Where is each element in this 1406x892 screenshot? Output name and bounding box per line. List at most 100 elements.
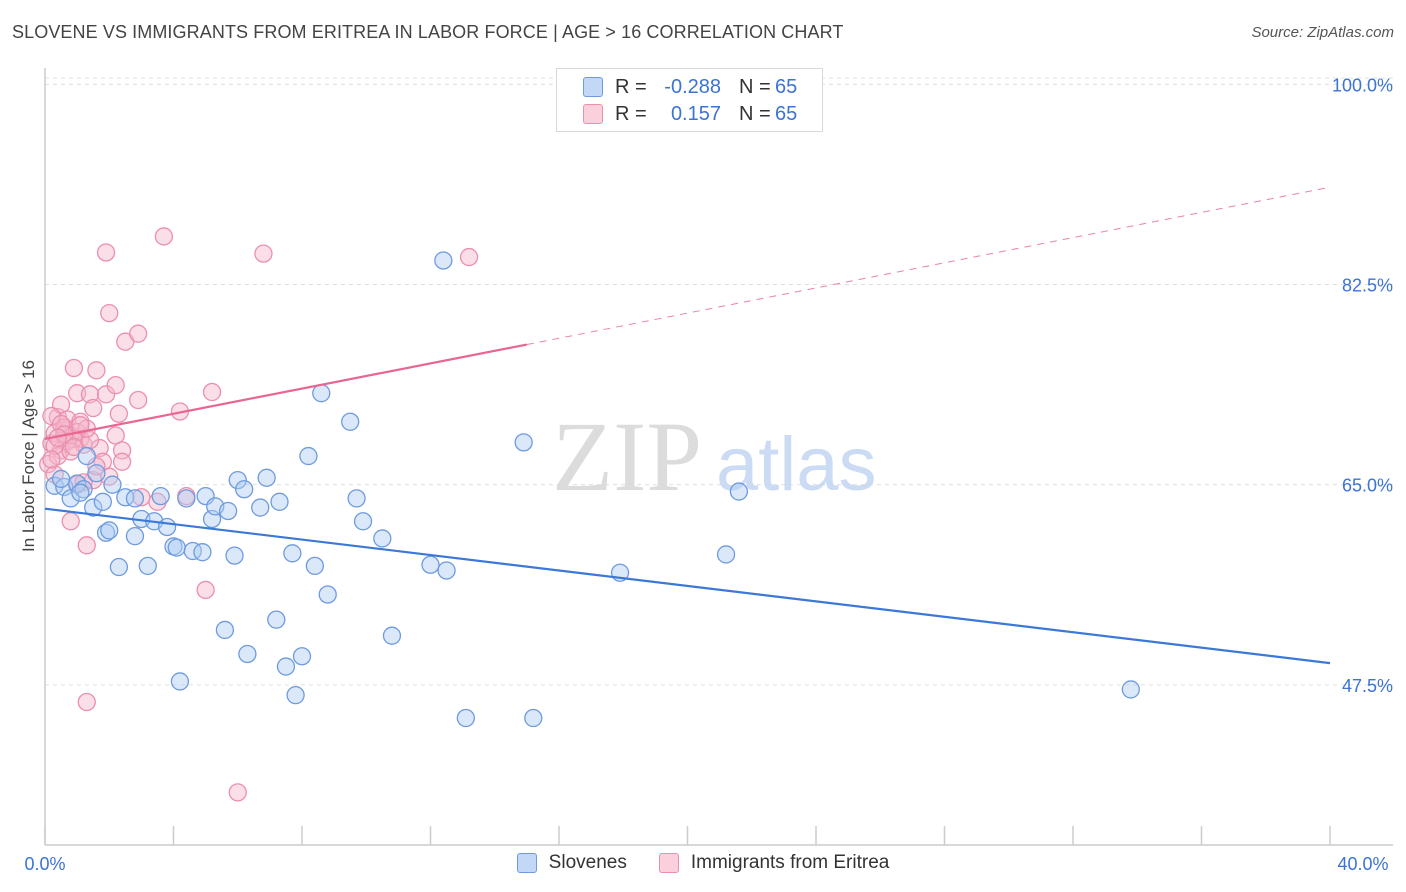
legend-swatch-blue	[516, 853, 537, 873]
series-legend: Slovenes Immigrants from Eritrea	[0, 852, 1406, 874]
slovenes-point	[276, 657, 296, 676]
slovenes-point	[421, 555, 440, 574]
slovenes-point	[125, 527, 145, 546]
correlation-legend: R = -0.288 N = 65 R = 0.157 N = 65	[556, 68, 823, 132]
trend-line-slovenes	[44, 507, 1331, 665]
legend-label-eritrea: Immigrants from Eritrea	[690, 852, 890, 873]
slovenes-point	[215, 620, 235, 640]
eritrea-point	[96, 385, 116, 404]
legend-row-eritrea: R = 0.157 N = 65	[583, 102, 797, 126]
legend-swatch-blue	[583, 77, 603, 97]
eritrea-point	[202, 382, 222, 402]
trend-line-eritrea-extension	[526, 186, 1331, 346]
slovenes-point	[151, 486, 170, 506]
slovenes-point	[96, 523, 116, 542]
eritrea-point	[80, 385, 100, 404]
slovenes-point	[437, 561, 456, 580]
slovenes-point	[267, 610, 286, 629]
eritrea-point	[196, 580, 215, 600]
slovenes-point	[87, 464, 106, 483]
y-tick-label: 100.0%	[1332, 75, 1393, 95]
eritrea-point	[71, 416, 90, 435]
series-eritrea-points	[39, 227, 479, 802]
legend-n-value: 65	[775, 102, 798, 125]
eritrea-point	[129, 390, 148, 410]
slovenes-point	[84, 498, 103, 517]
eritrea-point	[42, 450, 61, 469]
eritrea-point	[109, 404, 129, 423]
eritrea-point	[254, 244, 273, 263]
y-tick-label: 65.0%	[1342, 476, 1393, 496]
eritrea-point	[100, 303, 119, 323]
slovenes-point	[225, 546, 244, 565]
slovenes-point	[353, 512, 373, 531]
source-label: Source: ZipAtlas.com	[1251, 24, 1394, 41]
y-tick-labels: 47.5% 65.0% 82.5% 100.0%	[1332, 75, 1393, 696]
y-tick-label: 82.5%	[1342, 275, 1393, 295]
eritrea-point	[77, 692, 96, 712]
slovenes-point	[382, 626, 402, 645]
legend-r-value: 0.157	[670, 102, 721, 125]
legend-item-slovenes[interactable]: Slovenes	[516, 852, 627, 874]
slovenes-point	[228, 470, 247, 490]
legend-label-slovenes: Slovenes	[548, 852, 627, 873]
slovenes-point	[116, 488, 135, 507]
trend-line-eritrea	[44, 343, 528, 441]
eritrea-point	[112, 452, 132, 471]
x-tick-label-max: 40.0%	[1337, 854, 1388, 874]
legend-item-eritrea[interactable]: Immigrants from Eritrea	[658, 852, 890, 874]
slovenes-point	[71, 483, 90, 502]
slovenes-point	[292, 647, 312, 666]
slovenes-point	[183, 541, 202, 561]
slovenes-point	[729, 482, 749, 501]
slovenes-point	[77, 446, 96, 466]
eritrea-point	[51, 414, 71, 434]
slovenes-point	[318, 585, 337, 604]
slovenes-point	[286, 686, 305, 705]
slovenes-point	[373, 529, 392, 548]
slovenes-point	[109, 557, 129, 577]
eritrea-point	[96, 243, 116, 262]
slovenes-point	[74, 480, 93, 499]
trend-lines	[44, 186, 1331, 665]
x-ticks	[44, 826, 1331, 845]
series-slovenes-points	[45, 251, 1140, 728]
eritrea-point	[74, 473, 93, 492]
slovenes-point	[305, 556, 325, 576]
slovenes-point	[299, 446, 318, 466]
legend-r-label: R =	[615, 75, 647, 98]
eritrea-point	[106, 376, 125, 395]
slovenes-point	[312, 384, 331, 403]
slovenes-point	[193, 543, 212, 562]
chart-title: SLOVENE VS IMMIGRANTS FROM ERITREA IN LA…	[12, 22, 844, 42]
slovenes-point	[103, 475, 122, 494]
slovenes-point	[347, 489, 366, 508]
slovenes-point	[45, 476, 64, 495]
slovenes-point	[251, 498, 270, 517]
slovenes-point	[1121, 680, 1140, 699]
watermark-zip: ZIP	[552, 401, 702, 512]
slovenes-point	[456, 708, 475, 728]
eritrea-point	[61, 512, 80, 531]
eritrea-point	[87, 361, 106, 380]
legend-n-label: N =	[739, 102, 771, 125]
slovenes-point	[524, 708, 543, 728]
slovenes-point	[157, 517, 177, 537]
watermark: ZIP atlas	[552, 401, 877, 512]
slovenes-point	[167, 538, 186, 557]
slovenes-point	[51, 469, 71, 489]
eritrea-point	[64, 358, 84, 378]
slovenes-point	[257, 468, 276, 487]
eritrea-point	[84, 398, 103, 418]
eritrea-point	[154, 227, 174, 246]
legend-n-label: N =	[739, 75, 771, 98]
eritrea-point	[129, 324, 148, 343]
slovenes-point	[138, 556, 157, 576]
slovenes-point	[177, 489, 196, 508]
eritrea-point	[148, 492, 167, 511]
eritrea-point	[64, 437, 84, 457]
eritrea-point	[77, 536, 96, 555]
slovenes-point	[93, 492, 112, 511]
slovenes-point	[238, 644, 257, 664]
